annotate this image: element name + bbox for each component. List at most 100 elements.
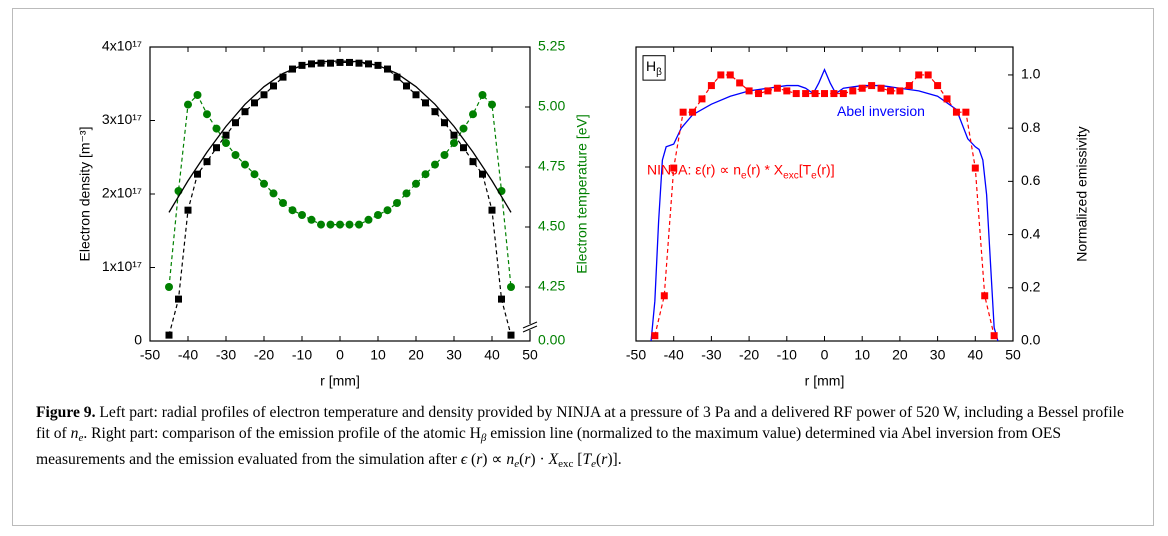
- caption-run: exc: [558, 458, 574, 470]
- caption-run: (: [596, 451, 602, 468]
- data-point: [821, 90, 828, 98]
- y2-tick-label: 5.25: [538, 38, 565, 54]
- y2-tick-label: 5.00: [538, 98, 565, 114]
- data-point: [422, 99, 429, 107]
- x-tick-label: 10: [370, 347, 386, 363]
- data-point: [507, 331, 515, 339]
- caption-run: emission line (normalized to the maximum…: [36, 425, 1062, 468]
- data-point: [326, 220, 335, 229]
- data-point: [830, 90, 838, 98]
- y-tick-label: 0.2: [1021, 278, 1041, 294]
- data-point: [279, 199, 287, 207]
- data-point: [355, 59, 363, 67]
- caption-run: r: [524, 451, 531, 468]
- data-point: [802, 90, 810, 98]
- x-tick-label: -50: [626, 347, 646, 363]
- data-point: [660, 292, 668, 300]
- annotation-part: (r) * X: [747, 161, 784, 177]
- data-point: [469, 110, 477, 119]
- data-point: [651, 332, 659, 340]
- plot-frame: [149, 46, 531, 342]
- data-point: [175, 295, 182, 303]
- caption-run: ϵ: [460, 451, 468, 468]
- data-point: [488, 206, 496, 214]
- y-tick-label: 0.4: [1021, 225, 1041, 241]
- axis-break: [522, 325, 538, 333]
- caption-run: r: [476, 451, 483, 468]
- data-point: [943, 95, 951, 103]
- y-tick-label: 0.6: [1021, 172, 1041, 188]
- caption-run: ) ∝: [482, 451, 507, 468]
- data-point: [459, 124, 468, 133]
- y2-tick-label: 4.25: [538, 278, 565, 294]
- data-point: [488, 100, 496, 109]
- caption-run: β: [480, 432, 487, 444]
- data-point: [981, 292, 989, 300]
- data-point: [450, 139, 458, 147]
- data-point: [307, 215, 316, 224]
- caption-run: Figure 9.: [36, 404, 96, 421]
- data-point: [431, 108, 439, 116]
- caption-run: [: [573, 451, 583, 468]
- annotation-part: (r)]: [817, 161, 835, 177]
- data-point: [773, 84, 781, 92]
- data-point: [952, 108, 960, 116]
- label-box-text-part: β: [656, 67, 662, 78]
- data-point: [213, 144, 220, 152]
- y-tick-label: 0: [134, 332, 142, 348]
- x-axis-label: r [mm]: [320, 373, 360, 389]
- annotation: Abel inversion: [837, 103, 925, 119]
- x-tick-label: -40: [178, 347, 198, 363]
- data-point: [478, 91, 487, 99]
- caption-run: e: [591, 458, 597, 470]
- data-point: [317, 59, 325, 67]
- data-point: [203, 158, 211, 166]
- y-tick-label: 0.0: [1021, 332, 1041, 348]
- data-point: [231, 151, 240, 159]
- data-point: [165, 283, 173, 291]
- data-point: [193, 91, 202, 99]
- x-tick-label: -10: [292, 347, 312, 363]
- y2-tick-label: 4.50: [538, 218, 565, 234]
- label-box-text-part: H: [646, 58, 656, 74]
- data-point: [679, 108, 687, 116]
- data-point: [232, 119, 239, 127]
- y-tick-label: 1x10¹⁷: [102, 258, 142, 274]
- y-tick-label: 2x10¹⁷: [102, 185, 142, 201]
- data-point: [962, 108, 970, 116]
- series-line: [168, 61, 512, 336]
- caption-run: e: [78, 432, 84, 444]
- data-point: [279, 73, 287, 81]
- data-point: [849, 87, 857, 95]
- x-tick-label: 10: [854, 347, 870, 363]
- data-point: [421, 170, 430, 179]
- series-line: [168, 60, 512, 213]
- data-point: [971, 164, 979, 172]
- data-point: [868, 82, 876, 90]
- caption-run: ) ·: [530, 451, 549, 468]
- caption-run: (: [467, 451, 477, 468]
- y-tick-label: 3x10¹⁷: [102, 111, 142, 127]
- data-point: [755, 90, 763, 98]
- annotation-part: e: [741, 171, 747, 182]
- annotation-part: exc: [783, 171, 799, 182]
- label-box: [642, 55, 666, 81]
- data-point: [317, 220, 325, 229]
- data-point: [288, 206, 297, 215]
- caption-run: r: [601, 451, 608, 468]
- data-point: [839, 90, 847, 98]
- data-point: [745, 87, 753, 95]
- data-point: [670, 164, 678, 172]
- data-point: [707, 82, 715, 90]
- data-point: [698, 95, 706, 103]
- data-point: [203, 110, 211, 119]
- data-point: [336, 58, 344, 66]
- data-point: [298, 211, 306, 219]
- data-point: [507, 283, 515, 291]
- data-point: [260, 91, 268, 99]
- x-tick-label: 50: [1005, 347, 1021, 363]
- x-tick-label: 30: [446, 347, 462, 363]
- x-tick-label: 40: [968, 347, 984, 363]
- data-point: [792, 90, 800, 98]
- data-point: [336, 220, 344, 229]
